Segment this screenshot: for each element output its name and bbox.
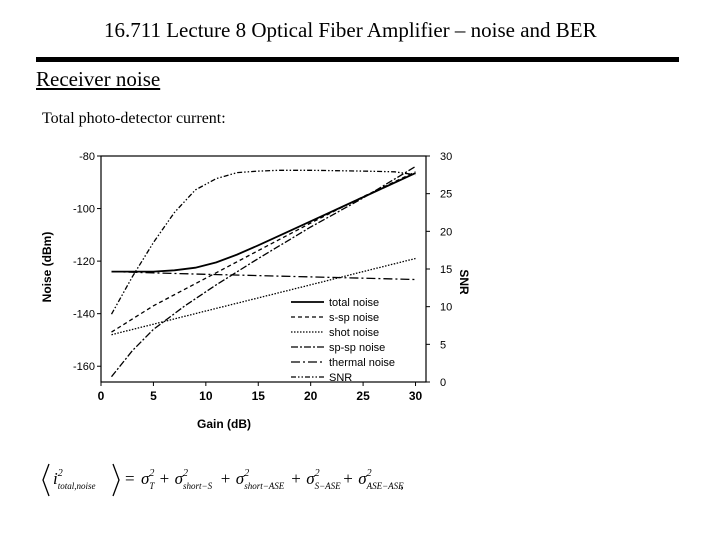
formula-term: σ2 T	[141, 468, 155, 491]
legend-label: shot noise	[329, 327, 379, 339]
series-line-total-noise	[111, 172, 416, 273]
x-tick-label: 10	[199, 389, 213, 403]
y-tick-label: -100	[73, 204, 95, 216]
slide-title: 16.711 Lecture 8 Optical Fiber Amplifier…	[104, 18, 597, 42]
formula-term: σ2 S−ASE	[306, 468, 341, 491]
formula-plus: +	[221, 469, 231, 488]
formula-plus: +	[343, 469, 353, 488]
formula-plus: +	[291, 469, 301, 488]
right-angle-bracket	[112, 463, 120, 497]
series-line-snr	[110, 169, 416, 315]
y2-tick-label: 20	[440, 226, 452, 238]
noise-gain-chart: 0 5 10 15 20 25 30 -80 -100 -120 -140 -160 30 25 20 15 1…	[40, 151, 471, 431]
legend-label: s-sp noise	[329, 312, 379, 324]
x-tick-label: 30	[409, 389, 423, 403]
y2-axis-label: SNR	[457, 269, 471, 295]
x-tick-label: 5	[150, 389, 157, 403]
legend-label: thermal noise	[329, 357, 395, 369]
series-line-shot-noise	[111, 257, 416, 336]
legend-label: sp-sp noise	[329, 342, 385, 354]
formula-equals: =	[125, 469, 135, 488]
noise-current-formula: i2 total,noise = σ2 T + σ2 short−S + σ2 short−ASE +…	[42, 463, 404, 497]
legend-label: SNR	[329, 372, 352, 384]
y-tick-label: -160	[73, 361, 95, 373]
y2-tick-label: 5	[440, 339, 446, 351]
x-axis-label: Gain (dB)	[197, 417, 251, 431]
formula-trailing-comma: ,	[400, 477, 404, 492]
title-divider	[36, 57, 679, 62]
caption-text: Total photo-detector current:	[42, 110, 226, 127]
section-heading: Receiver noise	[36, 67, 161, 91]
y2-tick-label: 10	[440, 302, 452, 314]
x-tick-label: 0	[98, 389, 105, 403]
series-line-thermal-noise	[111, 270, 416, 281]
formula-term: σ2 short−S	[175, 468, 213, 491]
left-angle-bracket	[42, 463, 50, 497]
y-tick-label: -120	[73, 256, 95, 268]
y-tick-label: -140	[73, 309, 95, 321]
series-line-sp-sp-noise	[110, 165, 416, 378]
formula-plus: +	[160, 469, 170, 488]
formula-term: σ2 ASE−ASE	[358, 468, 404, 491]
x-tick-label: 25	[356, 389, 370, 403]
x-tick-label: 20	[304, 389, 318, 403]
formula-lhs: i2 total,noise	[53, 468, 95, 491]
y2-tick-label: 30	[440, 151, 452, 163]
series-line-s-sp-noise	[111, 171, 416, 333]
y2-tick-label: 25	[440, 189, 452, 201]
x-tick-label: 15	[252, 389, 266, 403]
y-axis-label: Noise (dBm)	[40, 232, 54, 303]
legend-label: total noise	[329, 297, 379, 309]
y-tick-label: -80	[79, 151, 95, 163]
formula-term: σ2 short−ASE	[236, 468, 285, 491]
y2-tick-label: 0	[440, 377, 446, 389]
y2-tick-label: 15	[440, 264, 452, 276]
